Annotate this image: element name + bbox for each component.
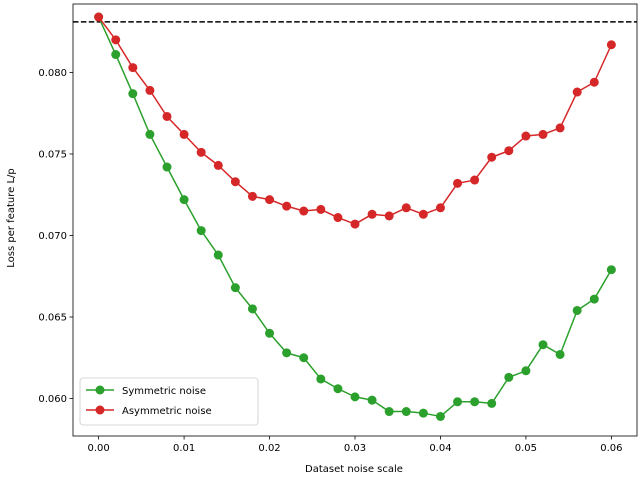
data-point-asymmetric-noise xyxy=(521,131,531,141)
data-point-symmetric-noise xyxy=(418,408,428,418)
data-point-asymmetric-noise xyxy=(401,203,411,213)
x-tick-label: 0.06 xyxy=(600,443,622,454)
series-line-symmetric-noise xyxy=(97,16,613,418)
axes: 0.00 0.01 0.02 0.03 0.04 0.05 0.06 0.060 0.065 0.… xyxy=(38,3,638,454)
data-point-symmetric-noise xyxy=(350,392,360,402)
data-point-asymmetric-noise xyxy=(367,209,377,219)
data-point-symmetric-noise xyxy=(589,294,599,304)
data-point-symmetric-noise xyxy=(213,250,223,260)
data-point-symmetric-noise xyxy=(435,411,445,421)
data-point-asymmetric-noise xyxy=(418,209,428,219)
data-point-asymmetric-noise xyxy=(435,203,445,213)
x-tick-label: 0.01 xyxy=(173,443,195,454)
data-point-symmetric-noise xyxy=(179,195,189,205)
series-line-asymmetric-noise xyxy=(98,16,613,225)
x-tick-label: 0.04 xyxy=(429,443,451,454)
legend-box xyxy=(79,377,259,426)
data-point-asymmetric-noise xyxy=(213,160,223,170)
data-point-asymmetric-noise xyxy=(470,175,480,185)
data-point-symmetric-noise xyxy=(196,226,206,236)
y-tick-label: 0.075 xyxy=(38,149,67,160)
data-point-symmetric-noise xyxy=(145,129,155,139)
data-point-asymmetric-noise xyxy=(230,177,240,187)
y-tick-label: 0.070 xyxy=(38,231,67,242)
data-point-symmetric-noise xyxy=(606,265,616,275)
legend-marker-asymmetric-noise xyxy=(95,405,105,415)
data-point-asymmetric-noise xyxy=(350,219,360,229)
legend-label-asymmetric-noise: Asymmetric noise xyxy=(122,406,212,417)
data-point-asymmetric-noise xyxy=(384,211,394,221)
data-point-asymmetric-noise xyxy=(299,206,309,216)
data-point-asymmetric-noise xyxy=(247,191,257,201)
data-point-symmetric-noise xyxy=(504,372,514,382)
data-point-asymmetric-noise xyxy=(606,40,616,50)
x-axis-label: Dataset noise scale xyxy=(305,464,403,475)
data-point-symmetric-noise xyxy=(367,395,377,405)
y-tick-label: 0.060 xyxy=(38,394,67,405)
data-point-symmetric-noise xyxy=(111,50,121,60)
data-point-symmetric-noise xyxy=(470,397,480,407)
data-point-symmetric-noise xyxy=(247,304,257,314)
data-point-asymmetric-noise xyxy=(572,87,582,97)
data-point-symmetric-noise xyxy=(487,398,497,408)
x-tick-label: 0.05 xyxy=(515,443,537,454)
data-point-asymmetric-noise xyxy=(94,12,104,22)
data-point-asymmetric-noise xyxy=(504,146,514,156)
data-point-asymmetric-noise xyxy=(128,63,138,73)
legend-label-symmetric-noise: Symmetric noise xyxy=(122,386,206,397)
data-point-symmetric-noise xyxy=(265,328,275,338)
data-point-symmetric-noise xyxy=(572,305,582,315)
data-point-asymmetric-noise xyxy=(555,123,565,133)
data-point-symmetric-noise xyxy=(316,374,326,384)
data-point-symmetric-noise xyxy=(555,349,565,359)
data-point-symmetric-noise xyxy=(401,407,411,417)
data-point-asymmetric-noise xyxy=(111,35,121,45)
y-axis-label: Loss per feature L/p xyxy=(6,168,17,267)
data-point-symmetric-noise xyxy=(453,397,463,407)
data-point-symmetric-noise xyxy=(333,384,343,394)
y-tick-label: 0.080 xyxy=(38,68,67,79)
data-point-symmetric-noise xyxy=(230,283,240,293)
data-point-asymmetric-noise xyxy=(179,129,189,139)
data-point-symmetric-noise xyxy=(162,162,172,172)
data-point-asymmetric-noise xyxy=(145,85,155,95)
data-point-symmetric-noise xyxy=(299,353,309,363)
plot-area xyxy=(73,12,637,421)
data-point-asymmetric-noise xyxy=(196,147,206,157)
data-point-symmetric-noise xyxy=(282,348,292,358)
x-tick-label: 0.00 xyxy=(88,443,110,454)
data-point-asymmetric-noise xyxy=(453,178,463,188)
data-point-symmetric-noise xyxy=(538,340,548,350)
data-point-asymmetric-noise xyxy=(333,213,343,223)
y-tick-label: 0.065 xyxy=(38,312,67,323)
data-point-asymmetric-noise xyxy=(265,195,275,205)
legend-marker-symmetric-noise xyxy=(95,385,105,395)
x-tick-label: 0.02 xyxy=(258,443,280,454)
data-point-asymmetric-noise xyxy=(162,111,172,121)
data-point-symmetric-noise xyxy=(521,366,531,376)
data-point-asymmetric-noise xyxy=(282,201,292,211)
data-point-asymmetric-noise xyxy=(538,129,548,139)
data-point-asymmetric-noise xyxy=(487,152,497,162)
data-point-symmetric-noise xyxy=(128,89,138,99)
data-point-asymmetric-noise xyxy=(589,77,599,87)
x-tick-label: 0.03 xyxy=(344,443,366,454)
data-point-asymmetric-noise xyxy=(316,204,326,214)
data-point-symmetric-noise xyxy=(384,407,394,417)
legend: Symmetric noise Asymmetric noise xyxy=(79,377,259,426)
